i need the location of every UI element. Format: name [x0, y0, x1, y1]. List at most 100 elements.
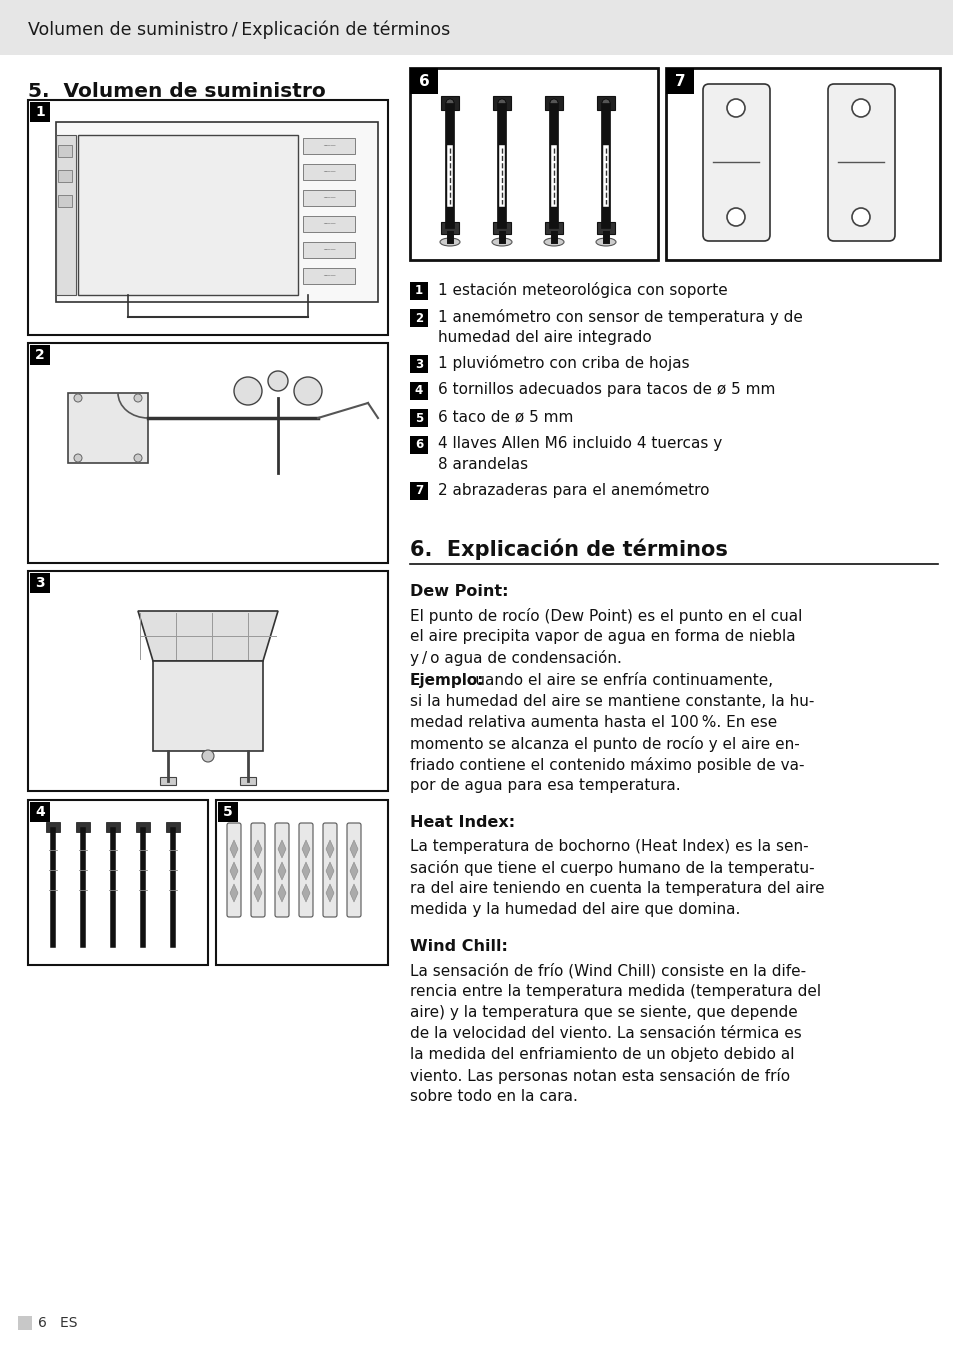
Text: la medida del enfriamiento de un objeto debido al: la medida del enfriamiento de un objeto … [410, 1047, 794, 1062]
Polygon shape [302, 839, 310, 858]
Text: ─────: ───── [322, 144, 335, 148]
Bar [160, 777, 175, 785]
Bar [30, 573, 50, 593]
Circle shape [851, 99, 869, 116]
Polygon shape [253, 839, 262, 858]
Bar [303, 217, 355, 232]
Circle shape [550, 99, 558, 107]
Bar [665, 68, 939, 260]
Bar [544, 222, 562, 234]
Bar [493, 222, 511, 234]
Bar [303, 242, 355, 259]
Ellipse shape [596, 238, 616, 246]
Text: El punto de rocío (Dew Point) es el punto en el cual: El punto de rocío (Dew Point) es el punt… [410, 608, 801, 624]
Bar [136, 822, 150, 831]
Bar [410, 382, 428, 399]
Text: 2: 2 [415, 311, 422, 325]
Bar [410, 482, 428, 500]
Text: 6 taco de ø 5 mm: 6 taco de ø 5 mm [437, 409, 573, 424]
Bar [303, 164, 355, 180]
Bar [410, 68, 658, 260]
Text: friado contiene el contenido máximo posible de va-: friado contiene el contenido máximo posi… [410, 757, 803, 773]
Text: 5.  Volumen de suministro: 5. Volumen de suministro [28, 83, 325, 102]
Text: 2: 2 [35, 348, 45, 362]
Text: 3: 3 [35, 575, 45, 590]
Text: Dew Point:: Dew Point: [410, 584, 508, 598]
Text: si la humedad del aire se mantiene constante, la hu-: si la humedad del aire se mantiene const… [410, 695, 814, 709]
Bar [18, 1316, 32, 1330]
Polygon shape [230, 884, 237, 902]
FancyBboxPatch shape [827, 84, 894, 241]
Circle shape [726, 209, 744, 226]
Text: ─────: ───── [322, 196, 335, 200]
Bar [303, 138, 355, 154]
Bar [56, 135, 76, 295]
Text: 6: 6 [415, 439, 423, 451]
Polygon shape [253, 884, 262, 902]
Ellipse shape [492, 238, 512, 246]
FancyBboxPatch shape [298, 823, 313, 917]
Text: y / o agua de condensación.: y / o agua de condensación. [410, 650, 621, 666]
Bar [665, 68, 693, 93]
Polygon shape [350, 839, 357, 858]
Circle shape [133, 454, 142, 462]
Bar [440, 222, 458, 234]
Text: aire) y la temperatura que se siente, que depende: aire) y la temperatura que se siente, qu… [410, 1005, 797, 1020]
Text: 1: 1 [35, 106, 45, 119]
Text: 5: 5 [415, 412, 423, 425]
FancyBboxPatch shape [251, 823, 265, 917]
Bar [410, 436, 428, 454]
Text: momento se alcanza el punto de rocío y el aire en-: momento se alcanza el punto de rocío y e… [410, 737, 799, 751]
Circle shape [726, 99, 744, 116]
Polygon shape [277, 884, 286, 902]
Bar [78, 135, 297, 295]
Bar [303, 268, 355, 284]
Text: La temperatura de bochorno (Heat Index) es la sen-: La temperatura de bochorno (Heat Index) … [410, 839, 808, 854]
Bar [152, 661, 263, 751]
Polygon shape [326, 884, 334, 902]
Bar [106, 822, 120, 831]
Text: 2 abrazaderas para el anemómetro: 2 abrazaderas para el anemómetro [437, 482, 709, 498]
Bar [240, 777, 255, 785]
Bar [597, 96, 615, 110]
Text: ─────: ───── [322, 222, 335, 226]
FancyBboxPatch shape [347, 823, 360, 917]
Polygon shape [277, 862, 286, 880]
Text: ra del aire teniendo en cuenta la temperatura del aire: ra del aire teniendo en cuenta la temper… [410, 881, 823, 896]
Bar [493, 96, 511, 110]
FancyBboxPatch shape [274, 823, 289, 917]
Text: 6 tornillos adecuados para tacos de ø 5 mm: 6 tornillos adecuados para tacos de ø 5 … [437, 382, 775, 397]
Text: ─────: ───── [322, 171, 335, 175]
FancyBboxPatch shape [323, 823, 336, 917]
Text: 1 estación meteorológica con soporte: 1 estación meteorológica con soporte [437, 282, 727, 298]
Text: Volumen de suministro / Explicación de términos: Volumen de suministro / Explicación de t… [28, 20, 450, 39]
FancyBboxPatch shape [227, 823, 241, 917]
Bar [46, 822, 60, 831]
Text: viento. Las personas notan esta sensación de frío: viento. Las personas notan esta sensació… [410, 1068, 789, 1085]
Text: 6.  Explicación de términos: 6. Explicación de términos [410, 538, 727, 559]
Text: por de agua para esa temperatura.: por de agua para esa temperatura. [410, 779, 679, 793]
Text: 7: 7 [415, 485, 422, 497]
Text: ─────: ───── [322, 248, 335, 252]
Text: medida y la humedad del aire que domina.: medida y la humedad del aire que domina. [410, 902, 740, 917]
Circle shape [497, 99, 505, 107]
Text: 4 llaves Allen M6 incluido 4 tuercas y: 4 llaves Allen M6 incluido 4 tuercas y [437, 436, 721, 451]
Bar [215, 800, 388, 965]
Text: 1: 1 [415, 284, 422, 298]
Bar [28, 343, 388, 563]
Bar [58, 145, 71, 157]
Circle shape [133, 394, 142, 402]
Bar [56, 122, 377, 302]
Bar [410, 309, 428, 328]
Polygon shape [302, 884, 310, 902]
Polygon shape [230, 862, 237, 880]
Circle shape [446, 99, 454, 107]
Bar [58, 195, 71, 207]
Text: 7: 7 [674, 73, 684, 88]
Bar [166, 822, 180, 831]
Circle shape [74, 394, 82, 402]
Polygon shape [350, 884, 357, 902]
Text: Heat Index:: Heat Index: [410, 815, 515, 830]
Bar [440, 96, 458, 110]
Text: sación que tiene el cuerpo humano de la temperatu-: sación que tiene el cuerpo humano de la … [410, 860, 814, 876]
